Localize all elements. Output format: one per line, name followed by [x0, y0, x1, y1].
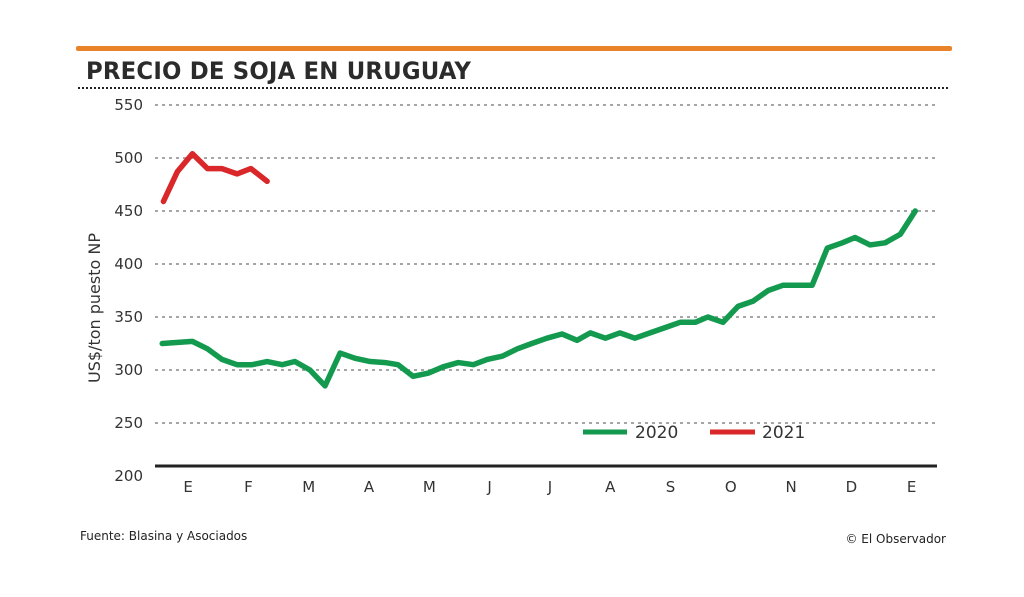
data-point-2020: [781, 283, 786, 288]
data-point-2020: [323, 383, 328, 388]
x-tick-label: E: [907, 478, 916, 496]
chart-title: PRECIO DE SOJA EN URUGUAY: [86, 57, 472, 85]
data-point-2020: [250, 362, 255, 367]
data-point-2021: [175, 169, 180, 174]
data-point-2021: [265, 179, 270, 184]
data-point-2020: [500, 354, 505, 359]
legend-label-2020: 2020: [635, 423, 678, 443]
data-point-2020: [825, 246, 830, 251]
data-point-2020: [663, 325, 668, 330]
data-point-2020: [766, 288, 771, 293]
data-point-2020: [368, 359, 373, 364]
data-point-2020: [648, 330, 653, 335]
x-tick-label: D: [846, 478, 858, 496]
x-tick-label: S: [666, 478, 676, 496]
data-point-2020: [705, 315, 710, 319]
data-point-2021: [234, 171, 239, 176]
x-tick-label: A: [364, 478, 375, 496]
legend-label-2021: 2021: [762, 423, 805, 443]
data-point-2020: [617, 330, 622, 335]
data-point-2021: [248, 166, 253, 171]
data-point-2021: [205, 166, 210, 171]
data-point-2020: [485, 357, 490, 362]
data-point-2020: [898, 232, 903, 237]
data-point-2020: [219, 357, 224, 362]
data-point-2020: [515, 346, 520, 351]
data-point-2020: [265, 359, 270, 364]
data-point-2020: [544, 336, 549, 341]
data-point-2020: [395, 362, 400, 367]
data-point-2020: [307, 368, 312, 372]
legend: 2020 2021: [583, 423, 805, 443]
data-point-2021: [190, 151, 195, 156]
copyright-note: © El Observador: [845, 532, 946, 546]
data-point-2020: [720, 320, 725, 325]
data-point-2020: [160, 341, 165, 346]
x-tick-label: E: [183, 478, 192, 496]
y-tick-label: 350: [114, 308, 143, 326]
x-tick-label: F: [244, 478, 253, 496]
data-point-2021: [219, 166, 224, 171]
data-point-2020: [751, 299, 756, 304]
data-point-2020: [840, 240, 845, 245]
data-point-2020: [559, 331, 564, 336]
data-point-2020: [190, 339, 195, 344]
data-point-2021: [161, 199, 166, 204]
x-tick-label: A: [605, 478, 616, 496]
y-tick-label: 400: [114, 255, 143, 273]
data-point-2020: [234, 362, 239, 367]
x-tick-label: J: [547, 478, 552, 496]
series-line-2020: [159, 208, 919, 389]
data-point-2020: [529, 341, 534, 346]
data-point-2020: [810, 283, 815, 288]
data-point-2020: [456, 360, 461, 365]
data-point-2020: [632, 336, 637, 341]
data-point-2020: [280, 362, 285, 367]
data-point-2020: [471, 362, 476, 367]
data-point-2020: [795, 283, 800, 288]
y-axis-label: US$/ton puesto NP: [85, 233, 104, 383]
data-point-2020: [205, 346, 210, 351]
data-point-2020: [411, 374, 416, 379]
top-accent-bar: [76, 46, 952, 51]
data-point-2020: [868, 242, 873, 247]
x-tick-label: M: [302, 478, 315, 496]
x-tick-label: M: [423, 478, 436, 496]
series-line-2021: [160, 151, 270, 205]
data-point-2020: [426, 371, 431, 376]
y-tick-label: 300: [114, 361, 143, 379]
data-point-2020: [603, 336, 608, 341]
x-tick-label: O: [725, 478, 737, 496]
y-tick-label: 450: [114, 202, 143, 220]
data-point-2020: [913, 209, 918, 213]
y-tick-label: 500: [114, 149, 143, 167]
data-point-2020: [853, 235, 858, 240]
x-tick-label: J: [486, 478, 491, 496]
data-point-2020: [588, 330, 593, 335]
y-tick-label: 250: [114, 414, 143, 432]
data-point-2020: [383, 360, 388, 365]
data-point-2020: [338, 351, 343, 356]
source-note: Fuente: Blasina y Asociados: [80, 529, 248, 543]
y-tick-label: 200: [114, 467, 143, 485]
data-point-2020: [883, 240, 888, 245]
y-tick-label: 550: [114, 96, 143, 114]
data-point-2020: [575, 338, 580, 343]
x-tick-label: N: [785, 478, 796, 496]
data-point-2020: [353, 356, 358, 361]
data-point-2020: [441, 364, 446, 369]
data-point-2020: [693, 320, 698, 325]
title-divider: [78, 87, 948, 89]
data-point-2020: [736, 304, 741, 309]
data-point-2020: [678, 320, 683, 325]
data-point-2020: [292, 359, 297, 364]
